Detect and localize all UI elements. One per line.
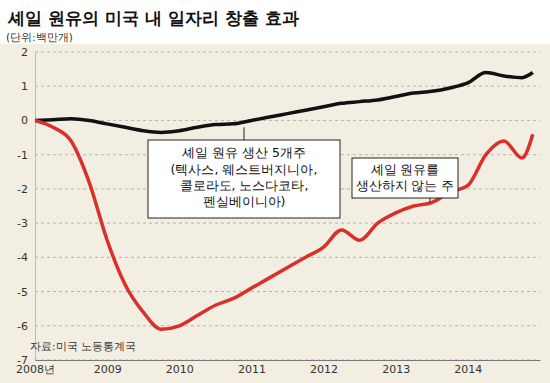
x-tick-label: 2011 <box>238 363 266 376</box>
series-line <box>35 120 533 329</box>
y-tick: -3 <box>17 217 35 230</box>
x-tick: 2014 <box>454 360 482 376</box>
grid-line <box>35 120 540 121</box>
y-tick-label: 1 <box>21 80 28 93</box>
x-axis: 2008년 2009 2010 2011 2012 2013 2014 <box>16 360 541 376</box>
y-tick-label: -6 <box>17 320 28 333</box>
grid-line <box>35 52 540 53</box>
grid-line <box>35 223 540 224</box>
y-tick-label: 2 <box>21 46 28 59</box>
x-tick-label: 2010 <box>166 363 194 376</box>
x-tick-label: 2014 <box>454 363 482 376</box>
x-tick-label: 2008년 <box>16 363 55 376</box>
grid-line <box>35 325 540 326</box>
grid-line <box>35 291 540 292</box>
title: 셰일 원유의 미국 내 일자리 창출 효과 <box>7 8 299 28</box>
x-axis-line <box>36 360 541 361</box>
y-tick-label: -2 <box>17 183 28 196</box>
x-tick-label: 2013 <box>382 363 410 376</box>
x-tick-label: 2009 <box>94 363 122 376</box>
y-axis-label: (단위:백만개) <box>6 31 73 43</box>
series-label: 셰일 원유를생산하지 않는 주 <box>356 162 455 193</box>
x-tick-label: 2012 <box>310 363 338 376</box>
annotation: (텍사스, 웨스트버지니아,콜로라도, 노스다코타,펜실베이니아) <box>171 162 318 209</box>
x-tick: 2010 <box>166 360 194 376</box>
x-tick: 2012 <box>310 360 338 376</box>
pointer <box>430 198 431 203</box>
y-tick: -1 <box>17 149 35 162</box>
annotations: 셰일 원유 생산 5개주 (텍사스, 웨스트버지니아,콜로라도, 노스다코타,펜실… <box>148 127 458 218</box>
y-tick-label: -5 <box>17 286 28 299</box>
x-tick: 2011 <box>238 360 266 376</box>
grid-line <box>35 257 540 258</box>
y-tick: -2 <box>17 183 35 196</box>
chart-root: 셰일 원유의 미국 내 일자리 창출 효과(단위:백만개)-7-6-5-4-3-… <box>0 0 550 383</box>
x-tick: 2013 <box>382 360 410 376</box>
y-tick: -5 <box>17 286 35 299</box>
plot-background <box>0 44 550 383</box>
y-tick-label: 0 <box>21 114 28 127</box>
source: 자료:미국 노동통계국 <box>30 340 136 352</box>
y-axis-line <box>35 53 36 361</box>
lines <box>35 73 533 330</box>
series-line <box>35 73 533 133</box>
series-label: 셰일 원유 생산 5개주 <box>182 145 306 160</box>
grid-line <box>35 360 540 361</box>
x-tick: 2009 <box>94 360 122 376</box>
label-box <box>352 158 458 198</box>
x-tick: 2008년 <box>16 360 55 376</box>
y-tick-label: -4 <box>17 251 28 264</box>
chart-svg: 셰일 원유의 미국 내 일자리 창출 효과(단위:백만개)-7-6-5-4-3-… <box>0 0 550 383</box>
label-box <box>148 140 340 218</box>
y-tick-label: -3 <box>17 217 28 230</box>
y-axis: -7-6-5-4-3-2-1012 <box>17 46 35 367</box>
y-tick: 0 <box>21 114 35 127</box>
y-tick: -4 <box>17 251 35 264</box>
y-tick: 1 <box>21 80 35 93</box>
y-tick-label: -1 <box>17 149 28 162</box>
grid <box>35 52 540 360</box>
y-tick: -6 <box>17 320 35 333</box>
y-tick: 2 <box>21 46 35 59</box>
pointer <box>244 127 245 140</box>
